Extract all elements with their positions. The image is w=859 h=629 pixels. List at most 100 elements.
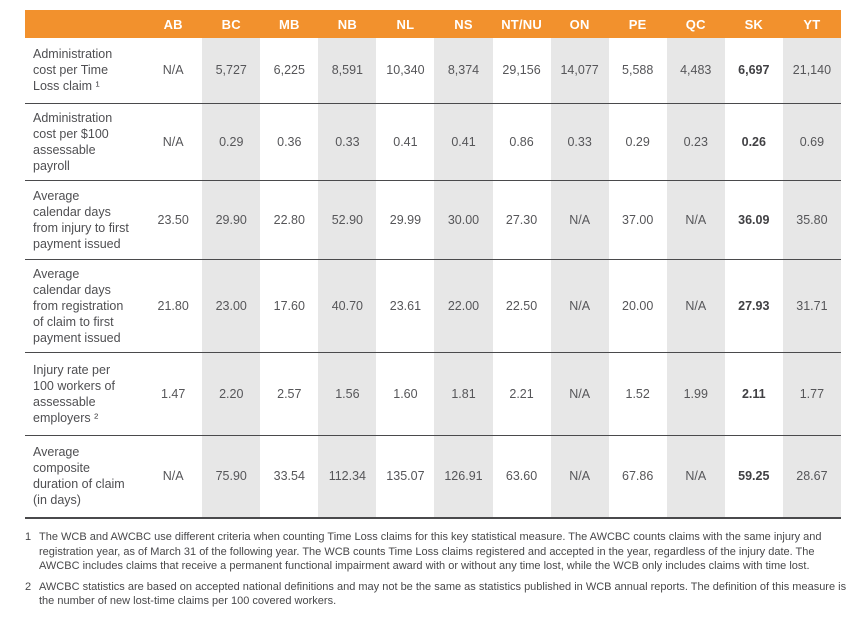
column-header-nt-nu: NT/NU	[492, 10, 551, 38]
value-cell: 8,591	[318, 38, 377, 103]
value-cell: 40.70	[318, 259, 377, 352]
value-cell: 30.00	[434, 180, 493, 259]
value-cell: 67.86	[622, 469, 654, 484]
value-cell: 0.33	[318, 103, 377, 180]
value-cell: 4,483	[666, 38, 725, 103]
value-cell: 1.52	[625, 386, 650, 401]
value-cell: 29,156	[502, 63, 541, 78]
value-cell: 5,588	[622, 63, 654, 78]
value-cell: 2.57	[277, 386, 302, 401]
value-cell: 23.50	[157, 212, 189, 227]
value-cell: 6,225	[273, 63, 305, 78]
value-cell: 35.80	[782, 180, 841, 259]
value-cell: N/A	[550, 352, 609, 435]
column-header-bc: BC	[202, 10, 261, 38]
header-corner-cell	[25, 10, 145, 38]
value-cell: 33.54	[273, 469, 305, 484]
value-cell: 0.69	[782, 103, 841, 180]
column-header-ns: NS	[434, 10, 493, 38]
value-cell: 59.25	[738, 469, 770, 484]
value-cell: 0.86	[509, 134, 534, 149]
footnote: 1 The WCB and AWCBC use different criteri…	[25, 530, 847, 574]
value-cell: 2.21	[509, 386, 534, 401]
footnote-text: The WCB and AWCBC use different criteria…	[39, 531, 822, 572]
value-cell: 31.71	[782, 259, 841, 352]
value-cell: 21,140	[782, 38, 841, 103]
value-cell: 0.41	[434, 103, 493, 180]
value-cell: 0.33	[550, 103, 609, 180]
value-cell: 52.90	[318, 180, 377, 259]
column-header-pe: PE	[608, 10, 667, 38]
value-cell: 17.60	[273, 298, 305, 313]
value-cell: 23.00	[202, 259, 261, 352]
report-page: AB BC MB NB NL NS NT/NU ON PE QC SK YT Administrati…	[25, 10, 847, 609]
header-row: AB BC MB NB NL NS NT/NU ON PE QC SK YT	[25, 10, 841, 38]
value-cell: 2.20	[202, 352, 261, 435]
value-cell: 0.29	[625, 134, 650, 149]
column-header-mb: MB	[260, 10, 319, 38]
footnote-number: 2	[25, 580, 32, 593]
column-header-yt: YT	[782, 10, 841, 38]
value-cell: 27.93	[738, 298, 770, 313]
value-cell: 28.67	[782, 435, 841, 518]
value-cell: 29.90	[202, 180, 261, 259]
row-label: Average calendar days from injury to fir…	[33, 188, 129, 251]
footnotes: 1 The WCB and AWCBC use different criteri…	[25, 530, 847, 609]
value-cell: 2.11	[741, 386, 766, 401]
column-header-on: ON	[550, 10, 609, 38]
table-row: Administration cost per $100 assessable …	[25, 103, 841, 180]
table-row: Average composite duration of claim (in …	[25, 435, 841, 518]
table-body: Administration cost per Time Loss claim …	[25, 38, 841, 518]
value-cell: 23.61	[389, 298, 422, 313]
value-cell: 8,374	[434, 38, 493, 103]
value-cell: 6,697	[738, 63, 770, 78]
table-row: Injury rate per 100 workers of assessabl…	[25, 352, 841, 435]
row-label: Average composite duration of claim (in …	[33, 445, 125, 508]
value-cell: 1.60	[393, 386, 418, 401]
value-cell: 21.80	[157, 298, 189, 313]
value-cell: 1.47	[161, 386, 186, 401]
table-row: Administration cost per Time Loss claim …	[25, 38, 841, 103]
footnote: 2 AWCBC statistics are based on accepted …	[25, 580, 847, 609]
value-cell: 1.77	[782, 352, 841, 435]
value-cell: 1.81	[434, 352, 493, 435]
column-header-ab: AB	[144, 10, 203, 38]
value-cell: N/A	[550, 435, 609, 518]
footnote-text: AWCBC statistics are based on accepted n…	[39, 580, 847, 608]
row-label: Injury rate per 100 workers of assessabl…	[33, 362, 115, 425]
value-cell: 27.30	[505, 212, 538, 227]
value-cell: 0.36	[277, 134, 302, 149]
column-header-qc: QC	[666, 10, 725, 38]
value-cell: 22.00	[434, 259, 493, 352]
row-label: Administration cost per Time Loss claim …	[33, 47, 113, 94]
value-cell: N/A	[162, 469, 184, 484]
statistics-table: AB BC MB NB NL NS NT/NU ON PE QC SK YT Administrati…	[25, 10, 841, 519]
value-cell: 63.60	[505, 469, 538, 484]
value-cell: N/A	[666, 180, 725, 259]
value-cell: 112.34	[318, 435, 377, 518]
column-header-sk: SK	[724, 10, 783, 38]
value-cell: 10,340	[386, 63, 425, 78]
table-row: Average calendar days from injury to fir…	[25, 180, 841, 259]
value-cell: 5,727	[202, 38, 261, 103]
value-cell: 29.99	[389, 212, 422, 227]
value-cell: 75.90	[202, 435, 261, 518]
value-cell: 0.23	[666, 103, 725, 180]
value-cell: 0.41	[393, 134, 418, 149]
footnote-number: 1	[25, 531, 32, 543]
table-row: Average calendar days from registration …	[25, 259, 841, 352]
value-cell: 1.56	[318, 352, 377, 435]
value-cell: 37.00	[622, 212, 654, 227]
value-cell: N/A	[666, 435, 725, 518]
value-cell: 14,077	[550, 38, 609, 103]
value-cell: 36.09	[738, 212, 770, 227]
value-cell: 22.50	[505, 298, 538, 313]
table-header: AB BC MB NB NL NS NT/NU ON PE QC SK YT	[25, 10, 841, 38]
value-cell: N/A	[550, 180, 609, 259]
row-label: Administration cost per $100 assessable …	[33, 110, 113, 173]
value-cell: 20.00	[622, 298, 654, 313]
value-cell: N/A	[666, 259, 725, 352]
value-cell: N/A	[162, 63, 184, 78]
value-cell: 1.99	[666, 352, 725, 435]
value-cell: 126.91	[434, 435, 493, 518]
